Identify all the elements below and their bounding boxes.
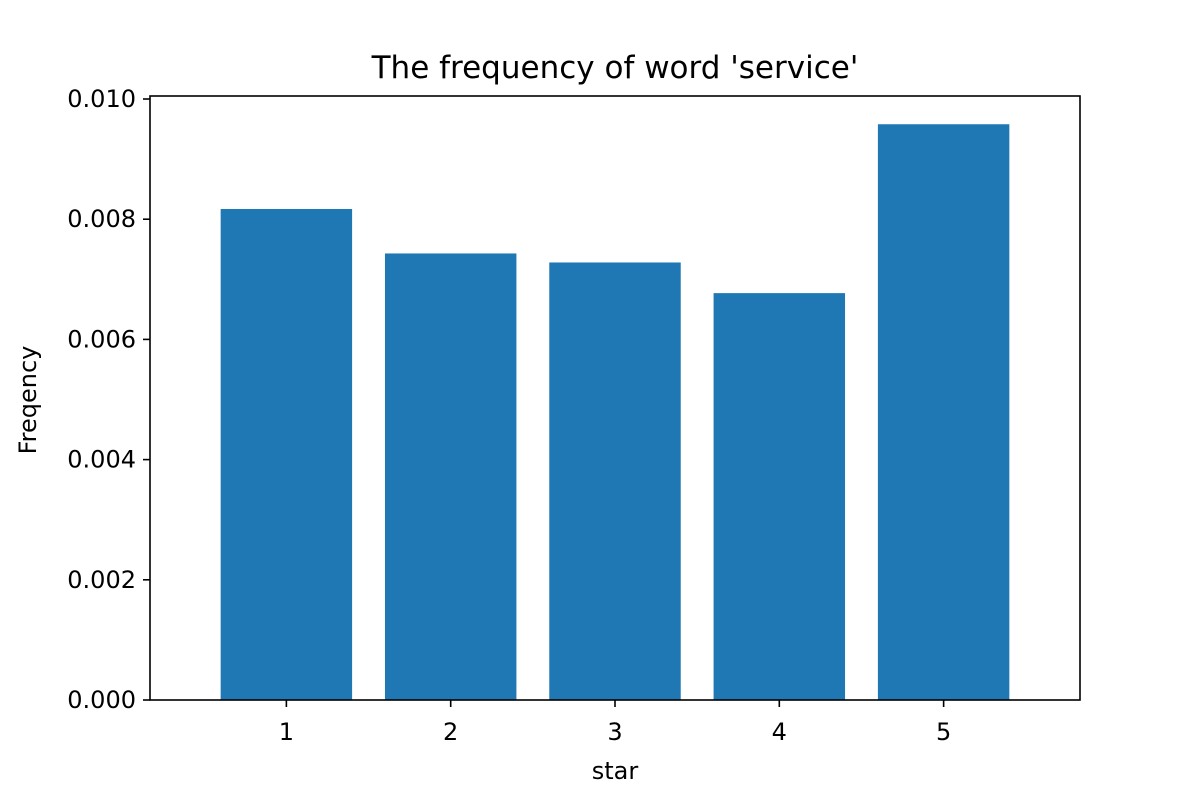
y-tick-label: 0.000 <box>67 686 136 714</box>
x-axis-ticks: 1 2 3 4 5 <box>279 700 951 746</box>
x-tick-label: 3 <box>607 718 622 746</box>
bar-5 <box>877 124 1010 700</box>
x-tick-label: 1 <box>279 718 294 746</box>
bar-2 <box>384 253 517 700</box>
y-tick-label: 0.004 <box>67 446 136 474</box>
y-axis-label: Freqency <box>14 346 42 455</box>
plot-frame <box>149 95 1081 701</box>
y-tick-label: 0.002 <box>67 566 136 594</box>
y-tick-label: 0.008 <box>67 205 136 233</box>
y-tick-label: 0.006 <box>67 325 136 353</box>
bar-4 <box>713 293 846 700</box>
chart-title: The frequency of word 'service' <box>371 50 859 86</box>
y-tick-label: 0.010 <box>67 85 136 113</box>
x-tick-label: 5 <box>936 718 951 746</box>
y-axis-ticks: 0.000 0.002 0.004 0.006 0.008 0.010 <box>67 85 150 714</box>
x-tick-label: 2 <box>443 718 458 746</box>
bar-3 <box>549 262 681 700</box>
x-axis-label: star <box>592 757 639 785</box>
bars-group <box>220 124 1010 700</box>
bar-1 <box>220 208 353 700</box>
x-tick-label: 4 <box>772 718 787 746</box>
